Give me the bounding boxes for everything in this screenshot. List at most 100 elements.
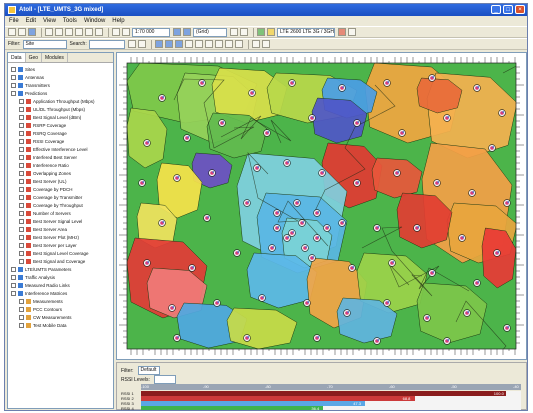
copy-icon[interactable] bbox=[55, 28, 63, 36]
site-marker[interactable] bbox=[443, 337, 451, 345]
select-icon[interactable] bbox=[112, 28, 120, 36]
site-icon[interactable] bbox=[194, 40, 203, 48]
site-marker[interactable] bbox=[173, 334, 181, 342]
visibility-checkbox[interactable] bbox=[19, 298, 24, 304]
site-marker[interactable] bbox=[323, 224, 331, 232]
zoom-in-icon[interactable] bbox=[173, 28, 181, 36]
site-marker[interactable] bbox=[243, 199, 251, 207]
properties-icon[interactable] bbox=[137, 40, 146, 48]
coverage-map[interactable] bbox=[117, 53, 526, 359]
visibility-checkbox[interactable] bbox=[19, 114, 24, 120]
stop-icon[interactable] bbox=[267, 28, 275, 36]
tree-item[interactable]: Best Server Signal Level bbox=[11, 217, 113, 225]
polygon-icon[interactable] bbox=[214, 40, 223, 48]
visibility-checkbox[interactable] bbox=[19, 146, 24, 152]
tree-item[interactable]: Coverage by Transmitter bbox=[11, 193, 113, 201]
measure-icon[interactable] bbox=[230, 28, 238, 36]
visibility-checkbox[interactable] bbox=[11, 66, 16, 72]
visibility-checkbox[interactable] bbox=[19, 194, 24, 200]
tree-item[interactable]: Measured Radio Links bbox=[11, 281, 113, 289]
redo-icon[interactable] bbox=[85, 28, 93, 36]
tree-item[interactable]: LTE/UMTS Parameters bbox=[11, 265, 113, 273]
tab-modules[interactable]: Modules bbox=[42, 53, 68, 62]
visibility-checkbox[interactable] bbox=[19, 130, 24, 136]
menu-view[interactable]: View bbox=[43, 18, 56, 24]
tree-item[interactable]: Best Signal Level (dBm) bbox=[11, 113, 113, 121]
maximize-button[interactable]: □ bbox=[503, 5, 513, 14]
tree-item[interactable]: Measurements bbox=[11, 297, 113, 305]
site-marker[interactable] bbox=[253, 164, 261, 172]
site-marker[interactable] bbox=[413, 224, 421, 232]
site-marker[interactable] bbox=[433, 179, 441, 187]
menu-edit[interactable]: Edit bbox=[25, 18, 37, 24]
visibility-checkbox[interactable] bbox=[19, 122, 24, 128]
site-marker[interactable] bbox=[313, 209, 321, 217]
calculate-icon[interactable] bbox=[257, 28, 265, 36]
visibility-checkbox[interactable] bbox=[19, 226, 24, 232]
find-icon[interactable] bbox=[127, 40, 136, 48]
site-marker[interactable] bbox=[313, 334, 321, 342]
site-marker[interactable] bbox=[288, 229, 296, 237]
tree-item[interactable]: Overlapping Zones bbox=[11, 169, 113, 177]
site-marker[interactable] bbox=[353, 179, 361, 187]
map-view[interactable] bbox=[116, 52, 527, 360]
legend-layer-combo[interactable] bbox=[153, 375, 176, 384]
filter-combo[interactable]: Site bbox=[22, 39, 67, 49]
site-marker[interactable] bbox=[158, 219, 166, 227]
tree-item[interactable]: RSRQ Coverage bbox=[11, 129, 113, 137]
site-marker[interactable] bbox=[338, 219, 346, 227]
tree-item[interactable]: Application Throughput (Mbps) bbox=[11, 97, 113, 105]
visibility-checkbox[interactable] bbox=[19, 202, 24, 208]
site-marker[interactable] bbox=[293, 199, 301, 207]
visibility-checkbox[interactable] bbox=[19, 314, 24, 320]
site-marker[interactable] bbox=[213, 299, 221, 307]
site-marker[interactable] bbox=[423, 314, 431, 322]
site-marker[interactable] bbox=[183, 134, 191, 142]
site-marker[interactable] bbox=[273, 224, 281, 232]
site-marker[interactable] bbox=[458, 234, 466, 242]
sites-layer[interactable] bbox=[138, 74, 511, 345]
visibility-checkbox[interactable] bbox=[11, 282, 16, 288]
tree-item[interactable]: PCC Contours bbox=[11, 305, 113, 313]
zoom-scale-combo[interactable]: 1:70 000 bbox=[132, 27, 170, 37]
site-marker[interactable] bbox=[203, 214, 211, 222]
tree-item[interactable]: RSSI Coverage bbox=[11, 137, 113, 145]
save-icon[interactable] bbox=[28, 28, 36, 36]
tree-item[interactable]: Best Signal Level Coverage bbox=[11, 249, 113, 257]
visibility-checkbox[interactable] bbox=[19, 138, 24, 144]
site-marker[interactable] bbox=[383, 299, 391, 307]
site-marker[interactable] bbox=[388, 259, 396, 267]
visibility-checkbox[interactable] bbox=[11, 290, 16, 296]
site-marker[interactable] bbox=[443, 114, 451, 122]
print-icon[interactable] bbox=[95, 28, 103, 36]
tree-item[interactable]: Coverage by Throughput bbox=[11, 201, 113, 209]
tree-item[interactable]: Sites bbox=[11, 65, 113, 73]
zoom-window-icon[interactable] bbox=[154, 40, 163, 48]
site-marker[interactable] bbox=[208, 169, 216, 177]
site-marker[interactable] bbox=[138, 179, 146, 187]
visibility-checkbox[interactable] bbox=[11, 274, 16, 280]
site-marker[interactable] bbox=[373, 224, 381, 232]
site-marker[interactable] bbox=[338, 84, 346, 92]
site-marker[interactable] bbox=[503, 199, 511, 207]
tree-item[interactable]: Predictions bbox=[11, 89, 113, 97]
site-marker[interactable] bbox=[353, 119, 361, 127]
tree-item[interactable]: Best Server Area bbox=[11, 225, 113, 233]
visibility-checkbox[interactable] bbox=[19, 234, 24, 240]
minimize-button[interactable]: _ bbox=[491, 5, 501, 14]
refresh-icon[interactable] bbox=[184, 40, 193, 48]
visibility-checkbox[interactable] bbox=[11, 266, 16, 272]
visibility-checkbox[interactable] bbox=[19, 154, 24, 160]
tree-item[interactable]: Best Server Plot (MHz) bbox=[11, 233, 113, 241]
site-marker[interactable] bbox=[343, 309, 351, 317]
site-marker[interactable] bbox=[468, 189, 476, 197]
menu-help[interactable]: Help bbox=[112, 18, 125, 24]
tree-item[interactable]: Best Server (UL) bbox=[11, 177, 113, 185]
visibility-checkbox[interactable] bbox=[19, 210, 24, 216]
visibility-checkbox[interactable] bbox=[19, 98, 24, 104]
site-marker[interactable] bbox=[488, 144, 496, 152]
site-marker[interactable] bbox=[493, 249, 501, 257]
visibility-checkbox[interactable] bbox=[11, 82, 16, 88]
site-marker[interactable] bbox=[298, 219, 306, 227]
site-marker[interactable] bbox=[143, 259, 151, 267]
